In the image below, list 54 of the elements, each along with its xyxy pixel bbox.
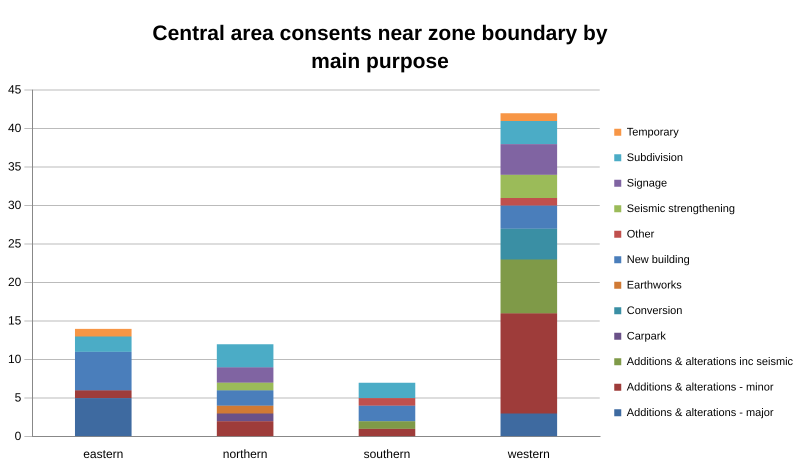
y-tick-label: 30 (8, 198, 22, 212)
bar (358, 406, 416, 422)
bar (358, 428, 416, 436)
legend-label: Conversion (626, 304, 682, 317)
bar (216, 382, 274, 390)
bar (500, 206, 558, 229)
bar (500, 198, 558, 206)
x-tick-label: eastern (83, 447, 124, 462)
y-tick-label: 10 (8, 352, 22, 366)
bar (74, 390, 132, 398)
y-tick-label: 20 (8, 274, 22, 289)
legend-label: New building (626, 254, 690, 266)
y-tick-label: 15 (8, 313, 22, 328)
bar (500, 228, 558, 260)
x-tick-label: southern (364, 447, 410, 462)
bar (74, 352, 132, 390)
legend-label: Subdivision (626, 152, 684, 164)
legend-label: Additions & alterations - minor (626, 381, 774, 394)
bar (216, 344, 274, 368)
bar (500, 144, 558, 175)
y-tick-label: 25 (8, 236, 22, 250)
bar (74, 398, 132, 436)
bar (500, 414, 558, 436)
y-tick-label: 40 (8, 121, 22, 135)
bar (74, 336, 132, 352)
bar (500, 120, 558, 144)
bar (500, 174, 558, 198)
legend-label: Additions & alterations - major (626, 406, 774, 419)
bar (358, 398, 416, 406)
bar (500, 260, 558, 314)
bar (216, 414, 274, 422)
bar (216, 421, 274, 436)
y-tick-label: 35 (8, 159, 22, 174)
bar (216, 367, 274, 383)
y-tick-label: 0 (14, 428, 22, 443)
y-tick-label: 5 (14, 390, 22, 404)
bar (358, 421, 416, 429)
bar (500, 313, 558, 414)
legend-label: Other (626, 228, 655, 240)
legend-label: Signage (626, 177, 668, 190)
legend-label: Carpark (626, 330, 666, 342)
bar (216, 390, 274, 406)
legend-label: Additions & alterations inc seismic (626, 356, 794, 368)
chart-title: Central area consents near zone boundary by main purpose (151, 21, 609, 75)
bar (74, 328, 132, 337)
bar (216, 406, 274, 414)
y-tick-label: 45 (8, 82, 22, 97)
x-tick-label: western (506, 447, 550, 462)
bar (358, 382, 416, 398)
bar (500, 113, 558, 121)
legend-label: Temporary (626, 126, 680, 138)
legend-label: Earthworks (626, 279, 682, 292)
x-tick-label: northern (222, 447, 268, 462)
legend-label: Seismic strengthening (626, 202, 735, 215)
